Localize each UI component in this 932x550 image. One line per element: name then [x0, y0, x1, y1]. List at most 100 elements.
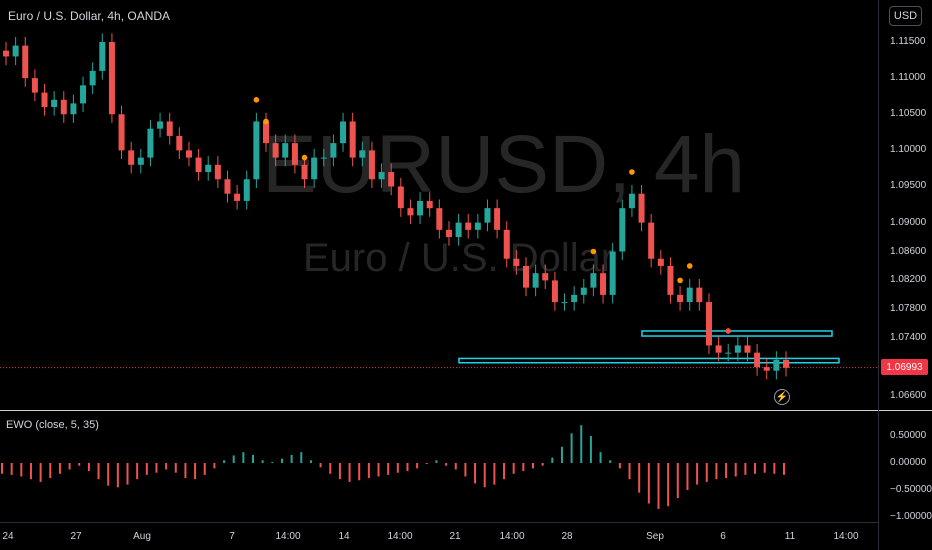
candle-body	[696, 287, 703, 303]
price-tick-label: 1.11500	[890, 36, 926, 47]
ewo-bar	[763, 463, 766, 473]
ewo-bar	[136, 463, 139, 480]
ewo-bar	[725, 463, 728, 479]
ewo-bar	[232, 455, 235, 463]
candle-body	[754, 352, 761, 368]
candle-body	[725, 352, 732, 354]
candle-body	[340, 121, 347, 144]
candle-body	[763, 367, 770, 371]
candle-body	[590, 273, 597, 288]
ewo-tick-label: −0.50000	[890, 484, 932, 495]
ewo-bar	[87, 463, 90, 472]
ewo-bar	[676, 463, 679, 499]
candle-body	[195, 157, 202, 173]
time-tick-label: 14:00	[275, 531, 301, 542]
candle-body	[503, 229, 510, 259]
currency-button[interactable]: USD	[889, 6, 922, 26]
ewo-bar	[39, 463, 42, 482]
ewo-bar	[628, 463, 631, 480]
ewo-bar	[387, 463, 390, 475]
ewo-bar	[367, 463, 370, 479]
ewo-bar	[754, 463, 757, 474]
time-tick-label: Sep	[646, 531, 664, 542]
ewo-bar	[445, 463, 448, 466]
ewo-bar	[686, 463, 689, 490]
ewo-bar	[116, 463, 119, 488]
symbol-title[interactable]: Euro / U.S. Dollar, 4h, OANDA	[8, 9, 171, 23]
pane-separator[interactable]	[0, 410, 932, 411]
candle-body	[243, 179, 250, 201]
ewo-bar	[155, 463, 158, 473]
candle-body	[70, 103, 77, 115]
candle-body	[513, 258, 520, 266]
price-tick-label: 1.11000	[890, 72, 926, 84]
candle-body	[51, 99, 58, 108]
candle-body	[330, 143, 337, 158]
candle-body	[166, 121, 173, 136]
candle-body	[388, 172, 395, 187]
candle-body	[783, 359, 789, 368]
candle-body	[22, 45, 29, 79]
zone-rect[interactable]	[458, 357, 840, 364]
candle-body	[619, 208, 626, 252]
ewo-bar	[512, 463, 515, 474]
candle-body	[474, 222, 481, 230]
signal-marker	[725, 328, 732, 334]
ewo-bar	[309, 460, 312, 463]
candle-body	[561, 302, 568, 304]
ewo-bar	[531, 463, 534, 469]
candle-body	[705, 302, 712, 346]
ewo-bar	[49, 463, 52, 479]
candle-body	[407, 208, 414, 216]
ewo-bar	[213, 463, 216, 469]
ewo-bar	[194, 463, 197, 480]
ewo-bar	[744, 463, 747, 475]
ewo-bar	[10, 463, 13, 475]
candle-body	[272, 143, 279, 158]
ewo-indicator-label[interactable]: EWO (close, 5, 35)	[6, 419, 99, 431]
candle-body	[359, 150, 366, 158]
candle-body	[638, 193, 645, 223]
candle-body	[494, 208, 501, 230]
candle-body	[118, 114, 125, 151]
candle-body	[532, 273, 539, 288]
ewo-bar	[522, 463, 525, 472]
price-tick-label: 1.08200	[890, 274, 927, 286]
ewo-bar	[174, 463, 177, 473]
candle-body	[108, 42, 115, 115]
time-tick-label: 14:00	[387, 531, 413, 542]
signal-marker	[590, 248, 597, 255]
ewo-bar	[126, 463, 129, 485]
ewo-bar	[319, 463, 322, 468]
candle-body	[580, 287, 587, 295]
ewo-tick-label: −1.00000	[890, 511, 932, 522]
price-tick-label: 1.07800	[890, 303, 927, 315]
candle-body	[3, 50, 9, 57]
ewo-bar	[696, 463, 699, 485]
ewo-bar	[609, 460, 612, 463]
ewo-bar	[667, 463, 670, 507]
ewo-bar	[406, 463, 409, 472]
ewo-bar	[435, 460, 438, 463]
candle-body	[301, 164, 308, 180]
ewo-bar	[68, 463, 71, 470]
lightning-icon[interactable]: ⚡	[774, 389, 790, 405]
candle-body	[677, 294, 684, 303]
ewo-bar	[252, 454, 255, 463]
ewo-bar	[377, 463, 380, 477]
ewo-bar	[145, 463, 148, 475]
price-tick-label: 1.07400	[890, 332, 927, 344]
zone-rect[interactable]	[641, 330, 833, 337]
ewo-bar	[290, 454, 293, 463]
ewo-bar	[58, 463, 61, 474]
candle-body	[41, 92, 48, 108]
time-tick-label: 27	[70, 531, 82, 542]
ewo-bar	[223, 460, 226, 463]
candle-body	[667, 265, 674, 295]
ewo-bar	[358, 463, 361, 481]
candle-body	[176, 135, 183, 151]
price-axis-border	[878, 0, 879, 550]
candle-body	[436, 208, 443, 230]
time-axis-border	[0, 522, 878, 523]
